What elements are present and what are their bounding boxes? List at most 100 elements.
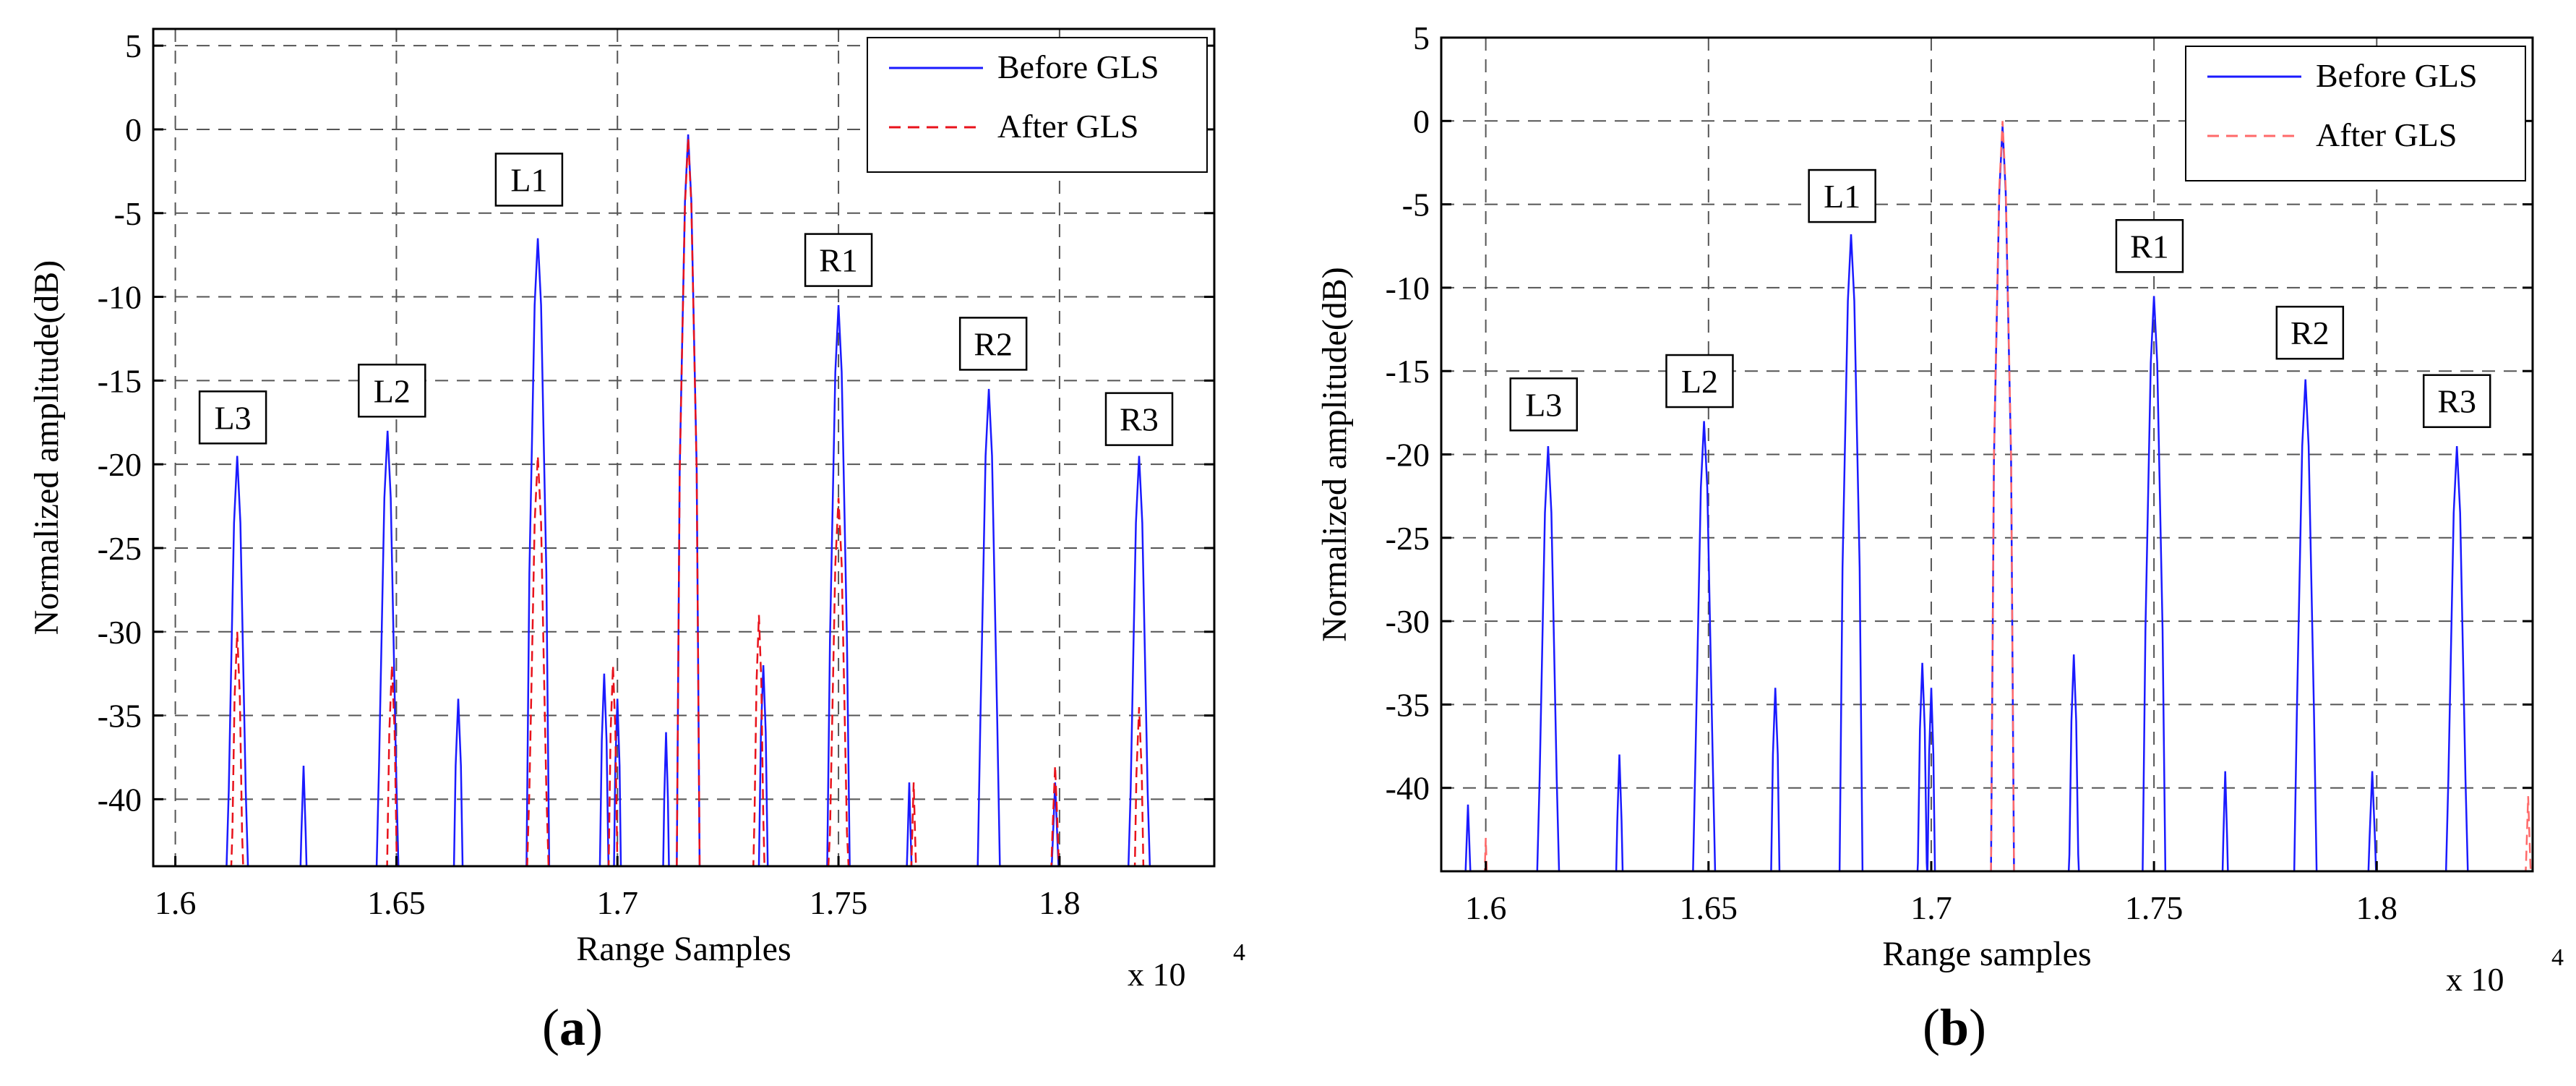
chart-a-annotation-box-2: [494, 153, 564, 207]
chart-b-annotation-box-1: [1665, 354, 1734, 409]
chart-b: 5 0 -5 -10 -15 -20 -25 -30 -35 -40 1.6 1.65 1.7 1.75 1…: [1315, 20, 2564, 998]
chart-b-legend-label-0: Before GLS: [2316, 57, 2478, 94]
chart-b-series-0-peak-0: [1464, 804, 1472, 871]
chart-a-series-1-peak-6: [827, 497, 850, 866]
chart-a-annotation-label-5: R3: [1120, 401, 1159, 438]
chart-b-annotation-label-0: L3: [1525, 386, 1562, 423]
chart-b-xlabel: Range samples: [1882, 935, 2091, 973]
chart-b-series-0-peak-2: [1615, 754, 1624, 871]
chart-a-annotation-l3: L3: [198, 390, 267, 445]
chart-b-ytick-label-4: -15: [1386, 353, 1430, 390]
chart-a-series-1: [230, 137, 1145, 866]
chart-a-series-0-peak-3: [452, 698, 464, 866]
chart-b-series-0-peak-6: [1916, 662, 1928, 871]
chart-a-series-0-peak-11: [906, 782, 913, 866]
chart-a-ylabel: Normalized amplitude(dB): [27, 260, 66, 636]
chart-b-ytick-label-2: -5: [1402, 187, 1430, 223]
chart-b-xtick-label-1: 1.65: [1680, 889, 1738, 926]
chart-a-ytick-label-5: -20: [98, 446, 142, 483]
chart-a-ytick-label-3: -10: [98, 279, 142, 316]
chart-b-annotation-label-1: L2: [1681, 363, 1718, 400]
chart-a-series-0-peak-2: [375, 430, 400, 866]
chart-a-annotation-label-4: R2: [974, 325, 1013, 362]
chart-b-ytick-label-9: -40: [1386, 770, 1430, 807]
chart-b-x-multiplier-exponent: 4: [2551, 944, 2564, 971]
chart-b-annotation-box-0: [1509, 377, 1579, 432]
chart-a-series-0-peak-10: [826, 305, 851, 866]
chart-b-legend: Before GLS After GLS: [2185, 46, 2526, 181]
chart-a-series-1-peak-5: [752, 615, 765, 866]
chart-b-series-0-peak-9: [2067, 654, 2080, 871]
chart-b-ytick-label-8: -35: [1386, 686, 1430, 723]
chart-a-annotation-l1: L1: [494, 153, 564, 207]
chart-b-annotation-r2: R2: [2275, 305, 2345, 360]
chart-b-xtick-label-0: 1.6: [1465, 889, 1506, 926]
chart-b-annotation-label-5: R3: [2437, 383, 2476, 420]
chart-a-xlabel: Range Samples: [576, 930, 791, 968]
chart-b-series-0-peak-7: [1926, 688, 1936, 871]
chart-a-series-0-peak-1: [299, 765, 308, 866]
chart-b-legend-box: [2185, 46, 2526, 181]
chart-b-x-multiplier: x 10: [2446, 961, 2504, 998]
chart-b-series-0-peak-1: [1536, 445, 1560, 871]
chart-b-annotation-box-3: [2115, 219, 2184, 273]
chart-a-ytick-label-4: -15: [98, 362, 142, 399]
chart-b-series-0-peak-14: [2444, 445, 2469, 871]
chart-a-ytick-label-9: -40: [98, 781, 142, 818]
chart-a-annotation-label-0: L3: [215, 399, 252, 436]
chart-b-series-0-peak-4: [1770, 688, 1781, 871]
chart-b-series-1-peak-1: [1483, 837, 1488, 871]
chart-a-annotation-box-3: [804, 233, 873, 287]
chart-b-annotation-box-4: [2275, 305, 2345, 360]
chart-a-series-1-peak-0: [230, 631, 244, 866]
chart-a: 5 0 -5 -10 -15 -20 -25 -30 -35 -40 1.6 1.65 1.7 1.75 1…: [27, 27, 1245, 993]
chart-b-ytick-label-7: -30: [1386, 603, 1430, 640]
chart-b-series-0-peak-3: [1692, 421, 1717, 871]
chart-b-series-1-peak-0: [1990, 121, 2015, 871]
chart-a-series-0-peak-12: [976, 388, 1001, 866]
chart-a-ytick-label-8: -35: [98, 698, 142, 735]
chart-a-legend-label-1: After GLS: [997, 108, 1138, 145]
chart-a-xtick-label-2: 1.7: [597, 884, 639, 921]
chart-a-annotation-box-0: [198, 390, 267, 445]
chart-a-series-1-peak-4: [676, 137, 701, 866]
chart-b-xtick-label-2: 1.7: [1910, 889, 1952, 926]
caption-a-label: a: [559, 999, 585, 1056]
chart-b-ytick-label-5: -20: [1386, 437, 1430, 474]
chart-a-series-0: [226, 134, 1151, 866]
chart-b-annotation-box-5: [2422, 374, 2491, 428]
chart-a-series-0-peak-0: [226, 456, 249, 866]
chart-a-series-0-peak-6: [613, 698, 622, 866]
chart-a-annotation-label-1: L2: [374, 372, 411, 409]
chart-b-ytick-label-3: -10: [1386, 270, 1430, 307]
chart-b-annotation-l3: L3: [1509, 377, 1579, 432]
chart-a-x-multiplier: x 10: [1128, 956, 1186, 993]
chart-b-ytick-label-0: 5: [1413, 20, 1430, 56]
chart-b-annotation-l1: L1: [1808, 168, 1876, 223]
chart-b-series-0: [1464, 126, 2469, 871]
chart-a-xtick-label-1: 1.65: [367, 884, 426, 921]
chart-a-series-0-peak-5: [598, 673, 610, 866]
chart-a-ytick-label-7: -30: [98, 614, 142, 651]
chart-b-series-0-peak-13: [2367, 771, 2377, 871]
chart-b-series-0-peak-11: [2221, 771, 2229, 871]
chart-b-series-0-peak-5: [1838, 234, 1864, 871]
chart-a-series-0-peak-14: [1128, 456, 1151, 866]
chart-b-xtick-label-4: 1.8: [2356, 889, 2398, 926]
chart-b-series-0-peak-10: [2142, 296, 2167, 871]
chart-a-series-0-peak-7: [662, 732, 670, 866]
chart-a-ytick-label-1: 0: [125, 111, 142, 148]
chart-a-x-multiplier-exponent: 4: [1233, 939, 1245, 966]
chart-a-ytick-label-2: -5: [114, 195, 142, 232]
chart-a-legend-box: [867, 37, 1208, 173]
chart-b-annotation-label-2: L1: [1824, 178, 1860, 215]
chart-a-annotation-label-3: R1: [819, 242, 858, 279]
chart-a-annotation-box-5: [1104, 392, 1174, 446]
chart-a-annotation-box-1: [358, 364, 426, 418]
chart-a-annotation-r2: R2: [958, 317, 1028, 371]
chart-b-ytick-label-6: -25: [1386, 520, 1430, 557]
chart-b-ylabel: Normalized amplitude(dB): [1315, 267, 1354, 642]
chart-a-xtick-label-3: 1.75: [810, 884, 868, 921]
chart-a-series-1-peak-9: [1133, 706, 1145, 866]
